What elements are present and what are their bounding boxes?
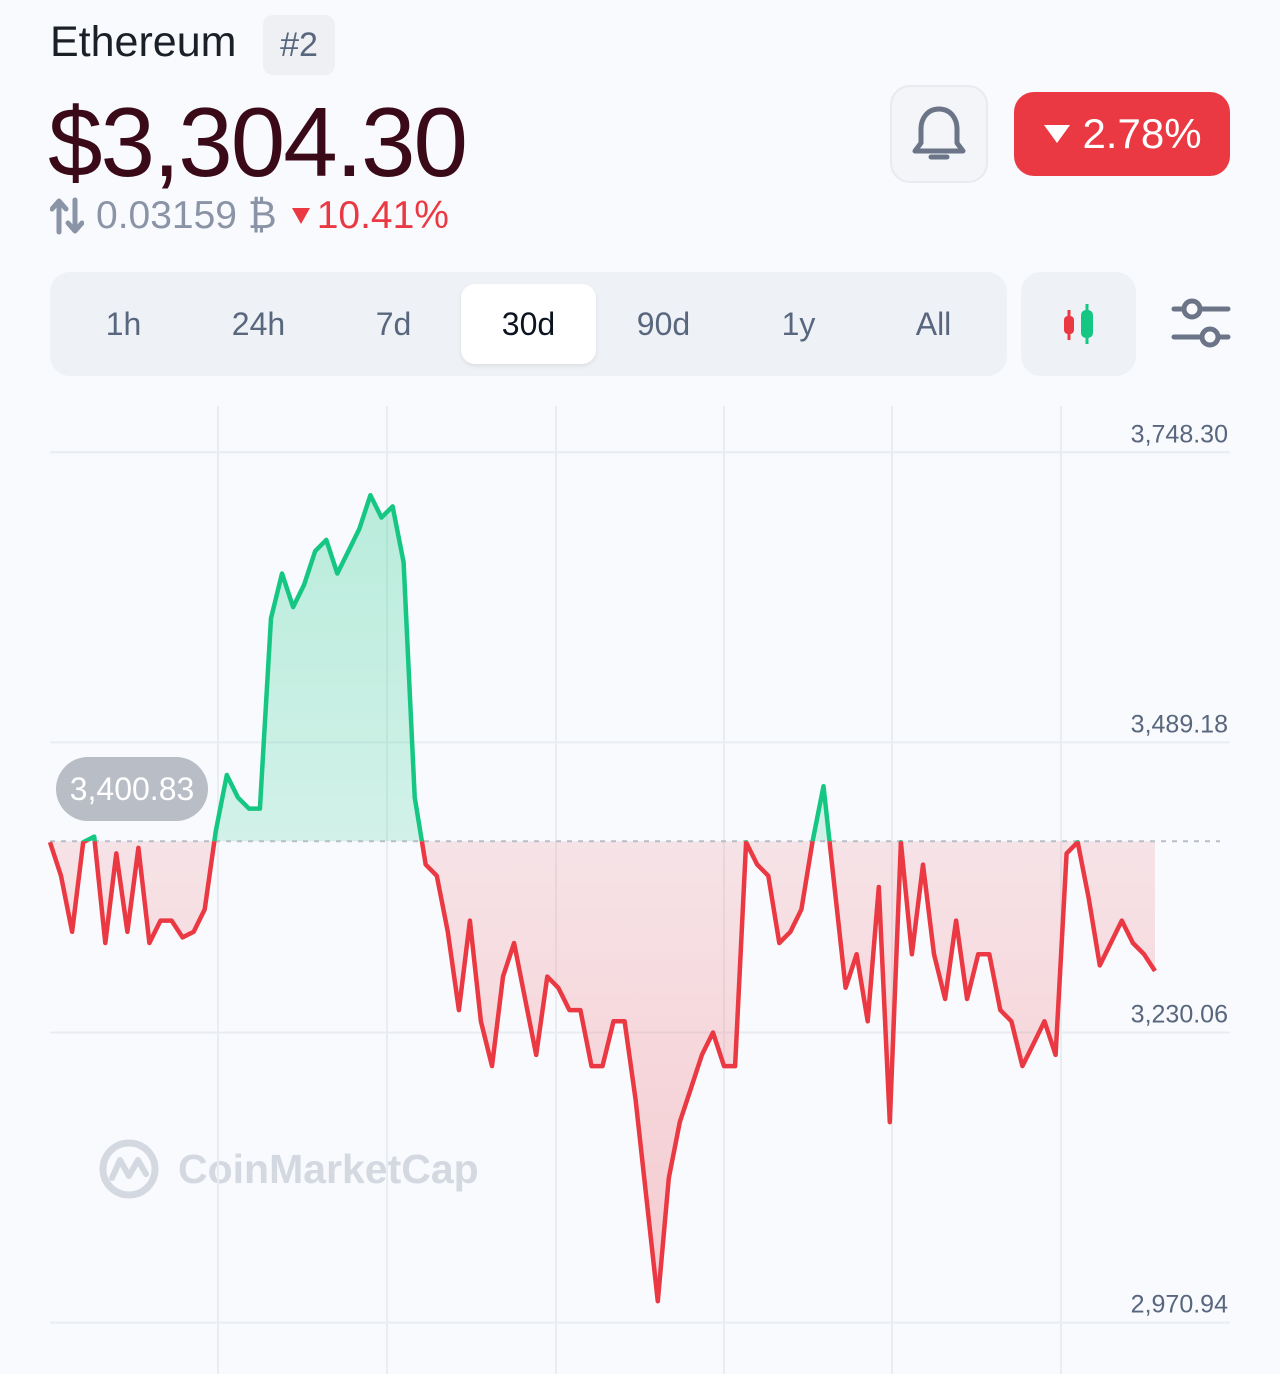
- tab-7d[interactable]: 7d: [375, 305, 412, 342]
- tab-1y[interactable]: 1y: [781, 305, 816, 342]
- price-chart[interactable]: 3,748.30 3,489.18 3,230.06 2,970.94: [0, 400, 1280, 1374]
- tab-90d[interactable]: 90d: [636, 305, 691, 342]
- btc-change-value: 10.41%: [316, 194, 449, 237]
- watermark-text: CoinMarketCap: [178, 1145, 479, 1192]
- y-tick-label: 3,748.30: [1131, 420, 1228, 448]
- triangle-down-icon: [291, 208, 310, 224]
- tab-30d[interactable]: 30d: [461, 284, 596, 364]
- price-line-down: [47, 841, 1157, 1304]
- price-alert-button[interactable]: [890, 85, 988, 183]
- btc-price: 0.03159 ₿: [96, 194, 277, 237]
- area-below-reference: [50, 841, 1155, 1302]
- y-tick-label: 3,489.18: [1131, 710, 1228, 738]
- watermark: CoinMarketCap: [98, 1138, 479, 1200]
- y-tick-label: 3,230.06: [1131, 1000, 1228, 1028]
- tab-all[interactable]: All: [915, 305, 952, 342]
- bell-icon: [912, 106, 966, 160]
- price-change-badge: 2.78%: [1014, 92, 1230, 176]
- rank-badge: #2: [263, 15, 335, 75]
- price-change-value: 2.78%: [1082, 110, 1202, 157]
- area-above-reference: [84, 495, 830, 842]
- price-line-up: [81, 492, 1080, 842]
- coin-name: Ethereum: [50, 18, 237, 66]
- candlestick-toggle-button[interactable]: [1021, 272, 1136, 376]
- time-range-tabs: 1h 24h 7d 30d 90d 1y All: [50, 272, 1007, 376]
- btc-price-row: 0.03159 ₿ 10.41%: [50, 194, 449, 238]
- candlestick-icon: [1063, 304, 1093, 344]
- tab-1h[interactable]: 1h: [105, 305, 142, 342]
- triangle-down-icon: [1044, 125, 1071, 143]
- reference-price-label: 3,400.83: [56, 757, 208, 821]
- swap-arrows-icon: [50, 197, 84, 235]
- coinmarketcap-logo: [99, 1139, 159, 1199]
- sliders-icon[interactable]: [1168, 295, 1234, 355]
- y-tick-label: 2,970.94: [1131, 1291, 1228, 1319]
- btc-change: 10.41%: [291, 194, 449, 238]
- tab-24h[interactable]: 24h: [231, 305, 286, 342]
- current-price: $3,304.30: [48, 87, 468, 197]
